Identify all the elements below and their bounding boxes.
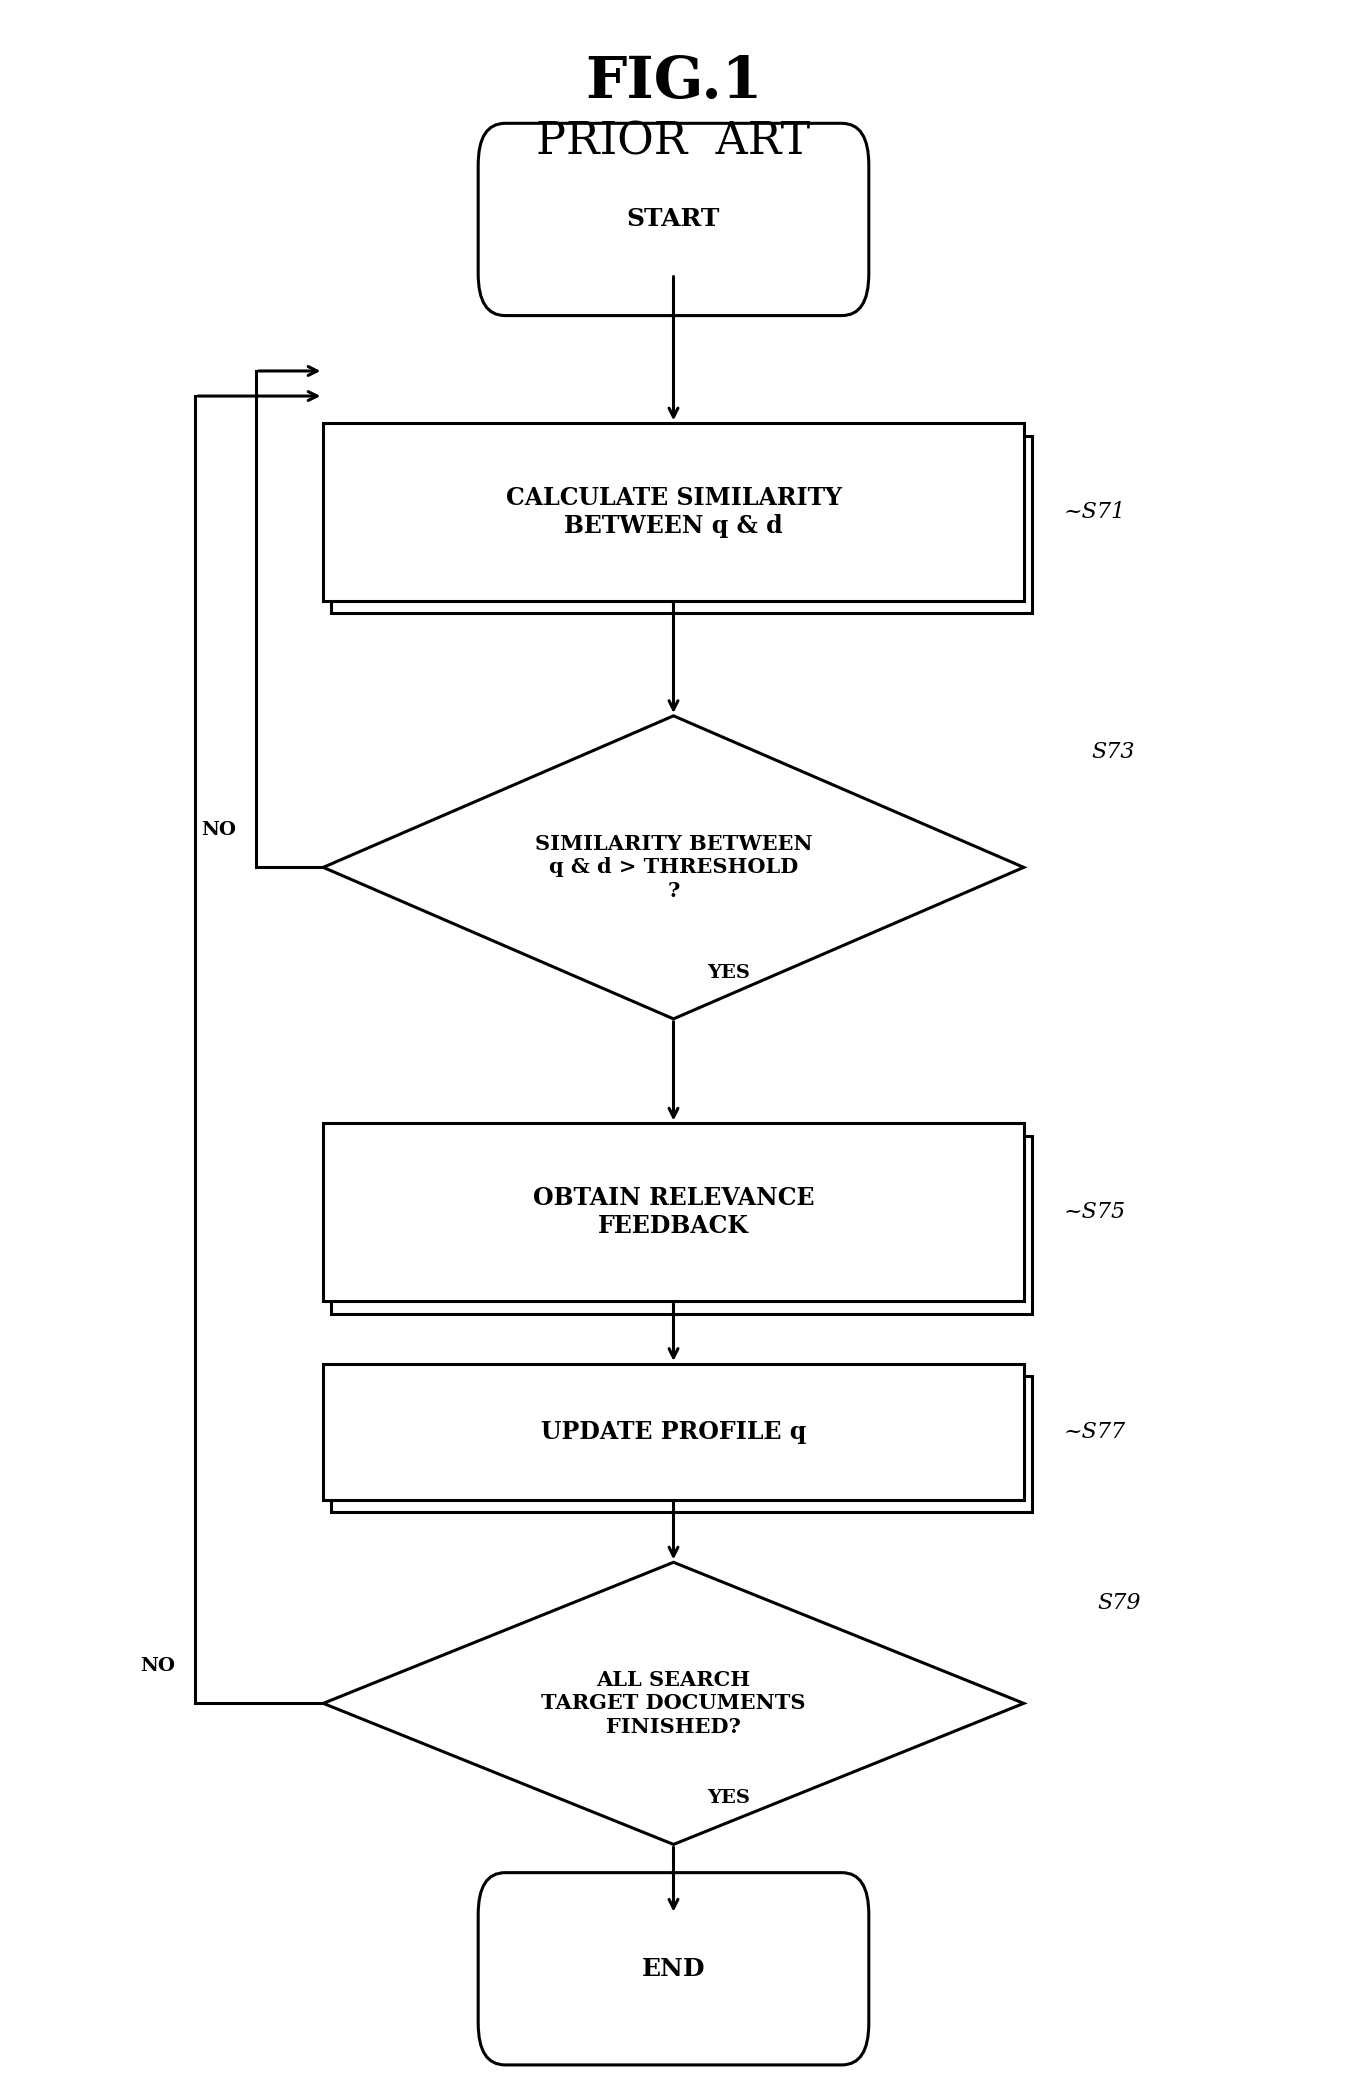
Text: PRIOR  ART: PRIOR ART bbox=[536, 121, 811, 163]
Text: FIG.1: FIG.1 bbox=[585, 54, 762, 109]
Text: ~S71: ~S71 bbox=[1064, 502, 1126, 522]
Text: YES: YES bbox=[707, 963, 750, 982]
Text: NO: NO bbox=[201, 821, 236, 838]
FancyBboxPatch shape bbox=[478, 123, 869, 316]
Text: CALCULATE SIMILARITY
BETWEEN q & d: CALCULATE SIMILARITY BETWEEN q & d bbox=[505, 487, 842, 537]
Text: END: END bbox=[641, 1956, 706, 1981]
Bar bbox=[323, 422, 1024, 602]
FancyBboxPatch shape bbox=[478, 1873, 869, 2065]
Text: OBTAIN RELEVANCE
FEEDBACK: OBTAIN RELEVANCE FEEDBACK bbox=[533, 1187, 814, 1237]
Polygon shape bbox=[323, 715, 1024, 1018]
Text: NO: NO bbox=[140, 1657, 175, 1674]
Text: YES: YES bbox=[707, 1789, 750, 1808]
Bar bbox=[323, 1124, 1024, 1300]
Bar bbox=[331, 437, 1032, 614]
Text: ~S75: ~S75 bbox=[1064, 1202, 1126, 1223]
Text: S73: S73 bbox=[1091, 742, 1134, 763]
Bar bbox=[331, 1377, 1032, 1513]
Text: ALL SEARCH
TARGET DOCUMENTS
FINISHED?: ALL SEARCH TARGET DOCUMENTS FINISHED? bbox=[541, 1670, 806, 1737]
Text: SIMILARITY BETWEEN
q & d > THRESHOLD
?: SIMILARITY BETWEEN q & d > THRESHOLD ? bbox=[535, 834, 812, 901]
Text: S79: S79 bbox=[1098, 1593, 1141, 1613]
Bar bbox=[331, 1137, 1032, 1315]
Text: START: START bbox=[626, 207, 721, 232]
Polygon shape bbox=[323, 1563, 1024, 1845]
Bar bbox=[323, 1365, 1024, 1501]
Text: UPDATE PROFILE q: UPDATE PROFILE q bbox=[541, 1419, 806, 1444]
Text: ~S77: ~S77 bbox=[1064, 1421, 1126, 1442]
